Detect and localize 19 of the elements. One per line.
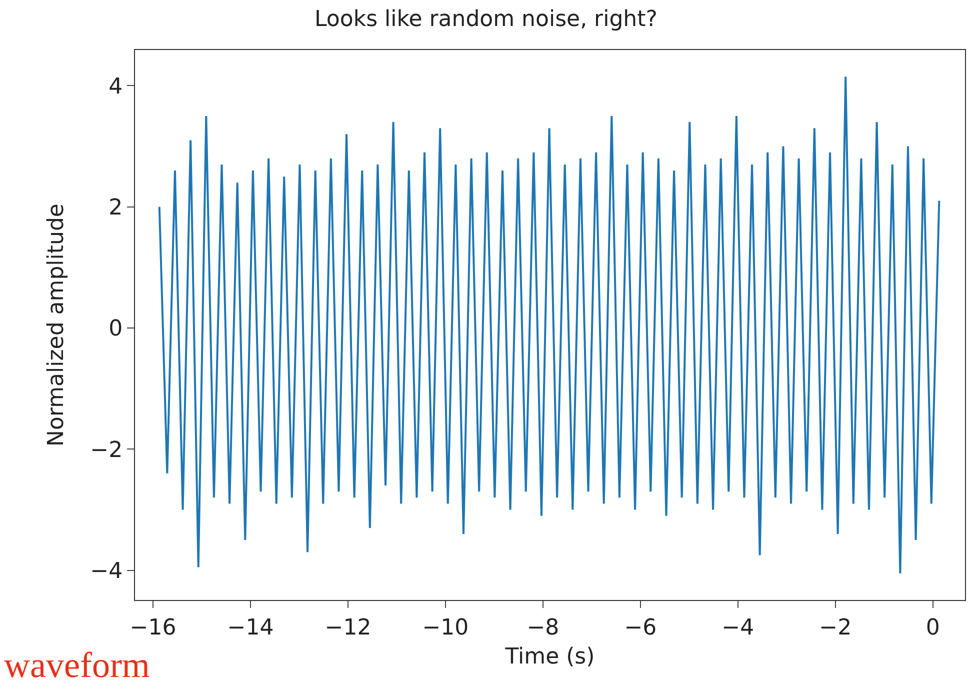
x-tick-label: −16 (130, 615, 176, 640)
y-tick-label: −4 (90, 559, 123, 584)
x-tick-label: −12 (324, 615, 372, 640)
chart-title: Looks like random noise, right? (314, 6, 658, 32)
x-tick-label: −8 (526, 615, 560, 640)
text: waveform (4, 645, 150, 685)
x-axis-title: Time (s) (504, 644, 595, 670)
y-axis-title: Normalized amplitude (44, 204, 69, 446)
x-tick-label: −4 (722, 615, 754, 640)
y-tick-label: −2 (90, 438, 123, 463)
y-tick-label: 2 (108, 196, 123, 221)
x-tick-label: 0 (926, 615, 940, 640)
x-tick-label: −6 (624, 615, 657, 640)
x-tick-label: −10 (422, 615, 469, 640)
line-series (158, 76, 940, 574)
x-tick-label: −14 (227, 615, 274, 640)
y-tick-label: 0 (108, 316, 123, 342)
y-tick-label: 4 (108, 74, 123, 100)
x-tick-label: −2 (819, 615, 852, 640)
